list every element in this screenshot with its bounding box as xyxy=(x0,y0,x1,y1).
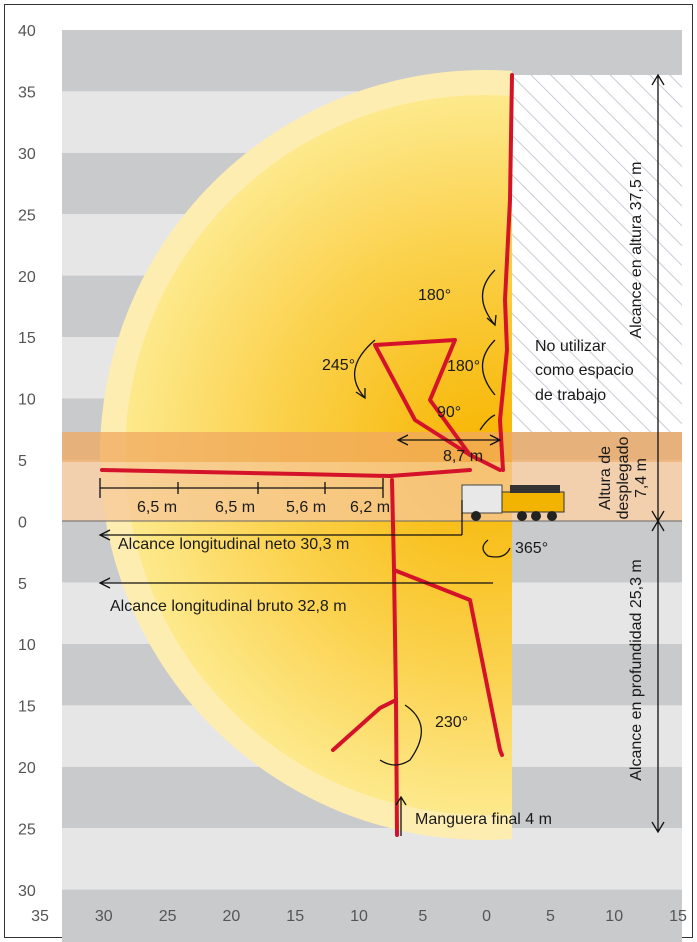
dimension-label: 6,5 m xyxy=(215,499,255,516)
dimension-label: Alcance en profundidad 25,3 m xyxy=(628,559,645,780)
y-axis-label: 30 xyxy=(18,883,36,900)
y-axis-label: 10 xyxy=(18,637,36,654)
no-use-text: No utilizar xyxy=(535,338,607,355)
dimension-label: Manguera final 4 m xyxy=(415,811,552,828)
x-axis-label: 10 xyxy=(605,908,623,925)
unfold-band-dark xyxy=(62,432,682,462)
truck xyxy=(461,484,565,521)
angle: 230° xyxy=(435,714,468,731)
x-axis-label: 15 xyxy=(669,908,687,925)
dimension-label: 5,6 m xyxy=(286,499,326,516)
x-axis-label: 35 xyxy=(31,908,49,925)
band xyxy=(62,828,682,890)
x-axis-label: 5 xyxy=(418,908,427,925)
x-axis-label: 5 xyxy=(546,908,555,925)
y-axis-label: 20 xyxy=(18,269,36,286)
dimension-label: Alcance longitudinal bruto 32,8 m xyxy=(110,598,347,615)
x-axis-label: 0 xyxy=(482,908,491,925)
x-axis-label: 25 xyxy=(159,908,177,925)
y-axis-label: 0 xyxy=(18,514,27,531)
dimension-label: Alcance en altura 37,5 m xyxy=(628,162,645,339)
angle: 245° xyxy=(322,357,355,374)
y-axis-label: 30 xyxy=(18,146,36,163)
dimension-label: 6,5 m xyxy=(137,499,177,516)
dimension-label: 6,2 m xyxy=(350,499,390,516)
y-axis-label: 40 xyxy=(18,23,36,40)
dimension-label: Altura de xyxy=(597,446,614,510)
y-axis-label: 15 xyxy=(18,330,36,347)
angle: 90° xyxy=(437,404,461,421)
angle: 180° xyxy=(418,287,451,304)
y-axis-label: 10 xyxy=(18,392,36,409)
angle: 365° xyxy=(515,540,548,557)
y-axis-label: 35 xyxy=(18,85,36,102)
y-axis-label: 15 xyxy=(18,699,36,716)
dimension-label: desplegado xyxy=(615,437,632,520)
y-axis-label: 25 xyxy=(18,207,36,224)
no-use-text: de trabajo xyxy=(535,387,606,404)
hatch xyxy=(512,75,682,432)
dimension-label: 8,7 m xyxy=(443,448,483,465)
x-axis-label: 30 xyxy=(95,908,113,925)
boom xyxy=(100,73,514,837)
y-axis-label: 5 xyxy=(18,576,27,593)
dimension-lines xyxy=(98,73,665,836)
x-axis-label: 20 xyxy=(223,908,241,925)
y-axis-label: 25 xyxy=(18,821,36,838)
y-axis-label: 5 xyxy=(18,453,27,470)
dimension-label: Alcance longitudinal neto 30,3 m xyxy=(118,536,349,553)
band xyxy=(62,889,682,942)
no-use-text: como espacio xyxy=(535,362,634,379)
x-axis-label: 10 xyxy=(350,908,368,925)
dimension-label: 7,4 m xyxy=(633,458,650,498)
angle: 180° xyxy=(447,358,480,375)
y-axis-label: 20 xyxy=(18,760,36,777)
x-axis-label: 15 xyxy=(286,908,304,925)
